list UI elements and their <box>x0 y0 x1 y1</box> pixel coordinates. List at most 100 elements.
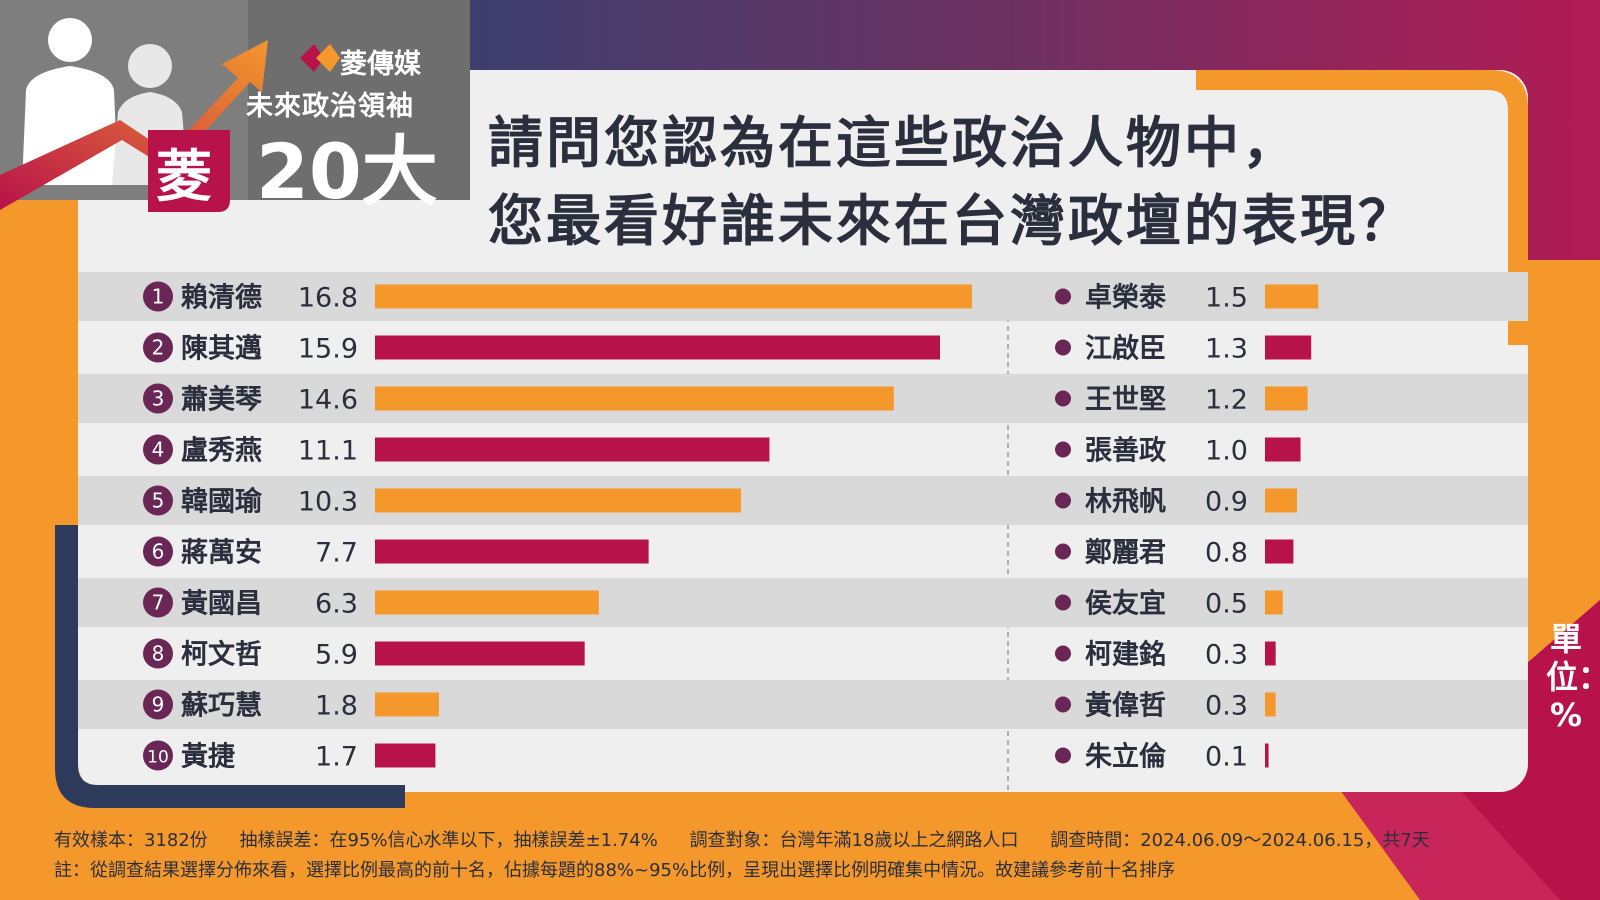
bar <box>375 641 585 666</box>
value-label: 0.9 <box>1205 487 1248 518</box>
candidate-name: 賴清德 <box>181 283 262 314</box>
rank-circle <box>143 638 173 669</box>
candidate-name: 蘇巧慧 <box>180 691 262 722</box>
rank-number: 4 <box>152 438 165 462</box>
candidate-name: 鄭麗君 <box>1085 537 1166 569</box>
rank-number: 6 <box>152 540 165 564</box>
candidate-name: 林飛帆 <box>1085 487 1166 518</box>
rank-number: 9 <box>152 693 165 717</box>
unit-label: 單位：% <box>1546 620 1600 734</box>
rank-circle <box>143 587 173 618</box>
candidate-name: 黃國昌 <box>181 589 262 620</box>
footer-error: 抽樣誤差：在95%信心水準以下，抽樣誤差±1.74% <box>239 830 658 851</box>
value-label: 1.0 <box>1205 436 1248 467</box>
bar <box>375 437 770 462</box>
bar <box>1265 284 1319 309</box>
brand-name: 菱傳媒 <box>340 49 421 80</box>
bullet-dot <box>1055 696 1071 713</box>
value-label: 16.8 <box>298 283 358 314</box>
candidate-name: 韓國瑜 <box>181 486 263 518</box>
row-stripe <box>78 476 1528 525</box>
bar <box>1265 641 1276 666</box>
value-label: 0.5 <box>1205 589 1248 620</box>
rank-circle <box>143 434 173 465</box>
candidate-name: 王世堅 <box>1085 385 1166 416</box>
bar <box>1265 590 1283 615</box>
bar <box>375 743 436 768</box>
candidate-name: 黃偉哲 <box>1085 690 1166 722</box>
candidate-name: 江啟臣 <box>1085 334 1166 365</box>
value-label: 1.7 <box>315 742 358 773</box>
candidate-name: 盧秀燕 <box>181 436 262 467</box>
bar <box>375 590 599 615</box>
rank-circle <box>143 485 173 516</box>
bar <box>1265 539 1294 564</box>
rank-circle <box>143 332 173 363</box>
bar <box>1265 335 1312 360</box>
candidate-name: 陳其邁 <box>181 334 262 365</box>
rank-number: 3 <box>152 387 165 411</box>
footer-line-1: 有效樣本：3182份 抽樣誤差：在95%信心水準以下，抽樣誤差±1.74% 調查… <box>54 826 1456 852</box>
brand-subtitle: 未來政治領袖 <box>246 91 414 122</box>
bar <box>375 386 894 411</box>
row-stripe <box>78 680 1528 729</box>
brand-big-title: 20大 <box>256 127 438 216</box>
value-label: 7.7 <box>315 538 358 569</box>
value-label: 10.3 <box>298 487 358 518</box>
headline-line-1: 請問您認為在這些政治人物中， <box>488 111 1301 175</box>
row-stripe <box>78 578 1528 627</box>
bar <box>375 692 439 717</box>
value-label: 6.3 <box>315 589 358 620</box>
question-headline: 請問您認為在這些政治人物中， 您最看好誰未來在台灣政壇的表現？ <box>488 104 1416 260</box>
bullet-dot <box>1055 492 1071 509</box>
bullet-dot <box>1055 594 1071 611</box>
bullet-dot <box>1055 288 1071 305</box>
candidate-name: 蕭美琴 <box>181 384 262 416</box>
value-label: 0.8 <box>1205 538 1248 569</box>
bar <box>1265 692 1276 717</box>
rank-number: 10 <box>147 748 169 768</box>
rank-circle <box>143 383 173 414</box>
bullet-dot <box>1055 390 1071 407</box>
bar <box>375 335 941 360</box>
brand-char: 菱 <box>156 145 212 210</box>
bullet-dot <box>1055 441 1071 458</box>
value-label: 1.5 <box>1205 283 1248 314</box>
value-label: 5.9 <box>315 640 358 671</box>
value-label: 1.8 <box>315 691 358 722</box>
headline-line-2: 您最看好誰未來在台灣政壇的表現？ <box>488 189 1417 253</box>
footer-line-2: 註：從調查結果選擇分佈來看，選擇比例最高的前十名，佔據每題的88%~95%比例，… <box>54 856 1201 882</box>
value-label: 15.9 <box>298 334 358 365</box>
bar <box>1265 386 1308 411</box>
rank-circle <box>143 281 173 312</box>
bar <box>1265 488 1297 513</box>
bullet-dot <box>1055 747 1071 764</box>
footer-target: 調查對象：台灣年滿18歲以上之網路人口 <box>689 830 1019 851</box>
value-label: 0.1 <box>1205 742 1248 773</box>
bullet-dot <box>1055 543 1071 560</box>
candidate-name: 黃捷 <box>181 742 236 773</box>
value-label: 14.6 <box>298 385 358 416</box>
rank-number: 5 <box>152 489 165 513</box>
candidate-name: 柯文哲 <box>181 639 262 671</box>
value-label: 1.3 <box>1205 334 1248 365</box>
value-label: 1.2 <box>1205 385 1248 416</box>
rank-number: 7 <box>152 591 165 615</box>
brand-block: 菱傳媒 未來政治領袖 20大 菱 <box>0 0 470 216</box>
candidate-name: 張善政 <box>1085 435 1166 467</box>
bullet-dot <box>1055 645 1071 662</box>
rank-circle <box>143 740 173 771</box>
footer-sample: 有效樣本：3182份 <box>54 830 208 851</box>
bar <box>1265 743 1269 768</box>
candidate-name: 柯建銘 <box>1085 639 1166 671</box>
value-label: 11.1 <box>298 436 358 467</box>
bar <box>1265 437 1301 462</box>
footer-period: 調查時間：2024.06.09～2024.06.15，共7天 <box>1050 830 1430 851</box>
candidate-name: 蔣萬安 <box>181 538 262 569</box>
rank-circle <box>143 689 173 720</box>
bar <box>375 488 742 513</box>
bar <box>375 284 972 309</box>
candidate-name: 卓榮泰 <box>1085 283 1167 314</box>
value-label: 0.3 <box>1205 640 1248 671</box>
